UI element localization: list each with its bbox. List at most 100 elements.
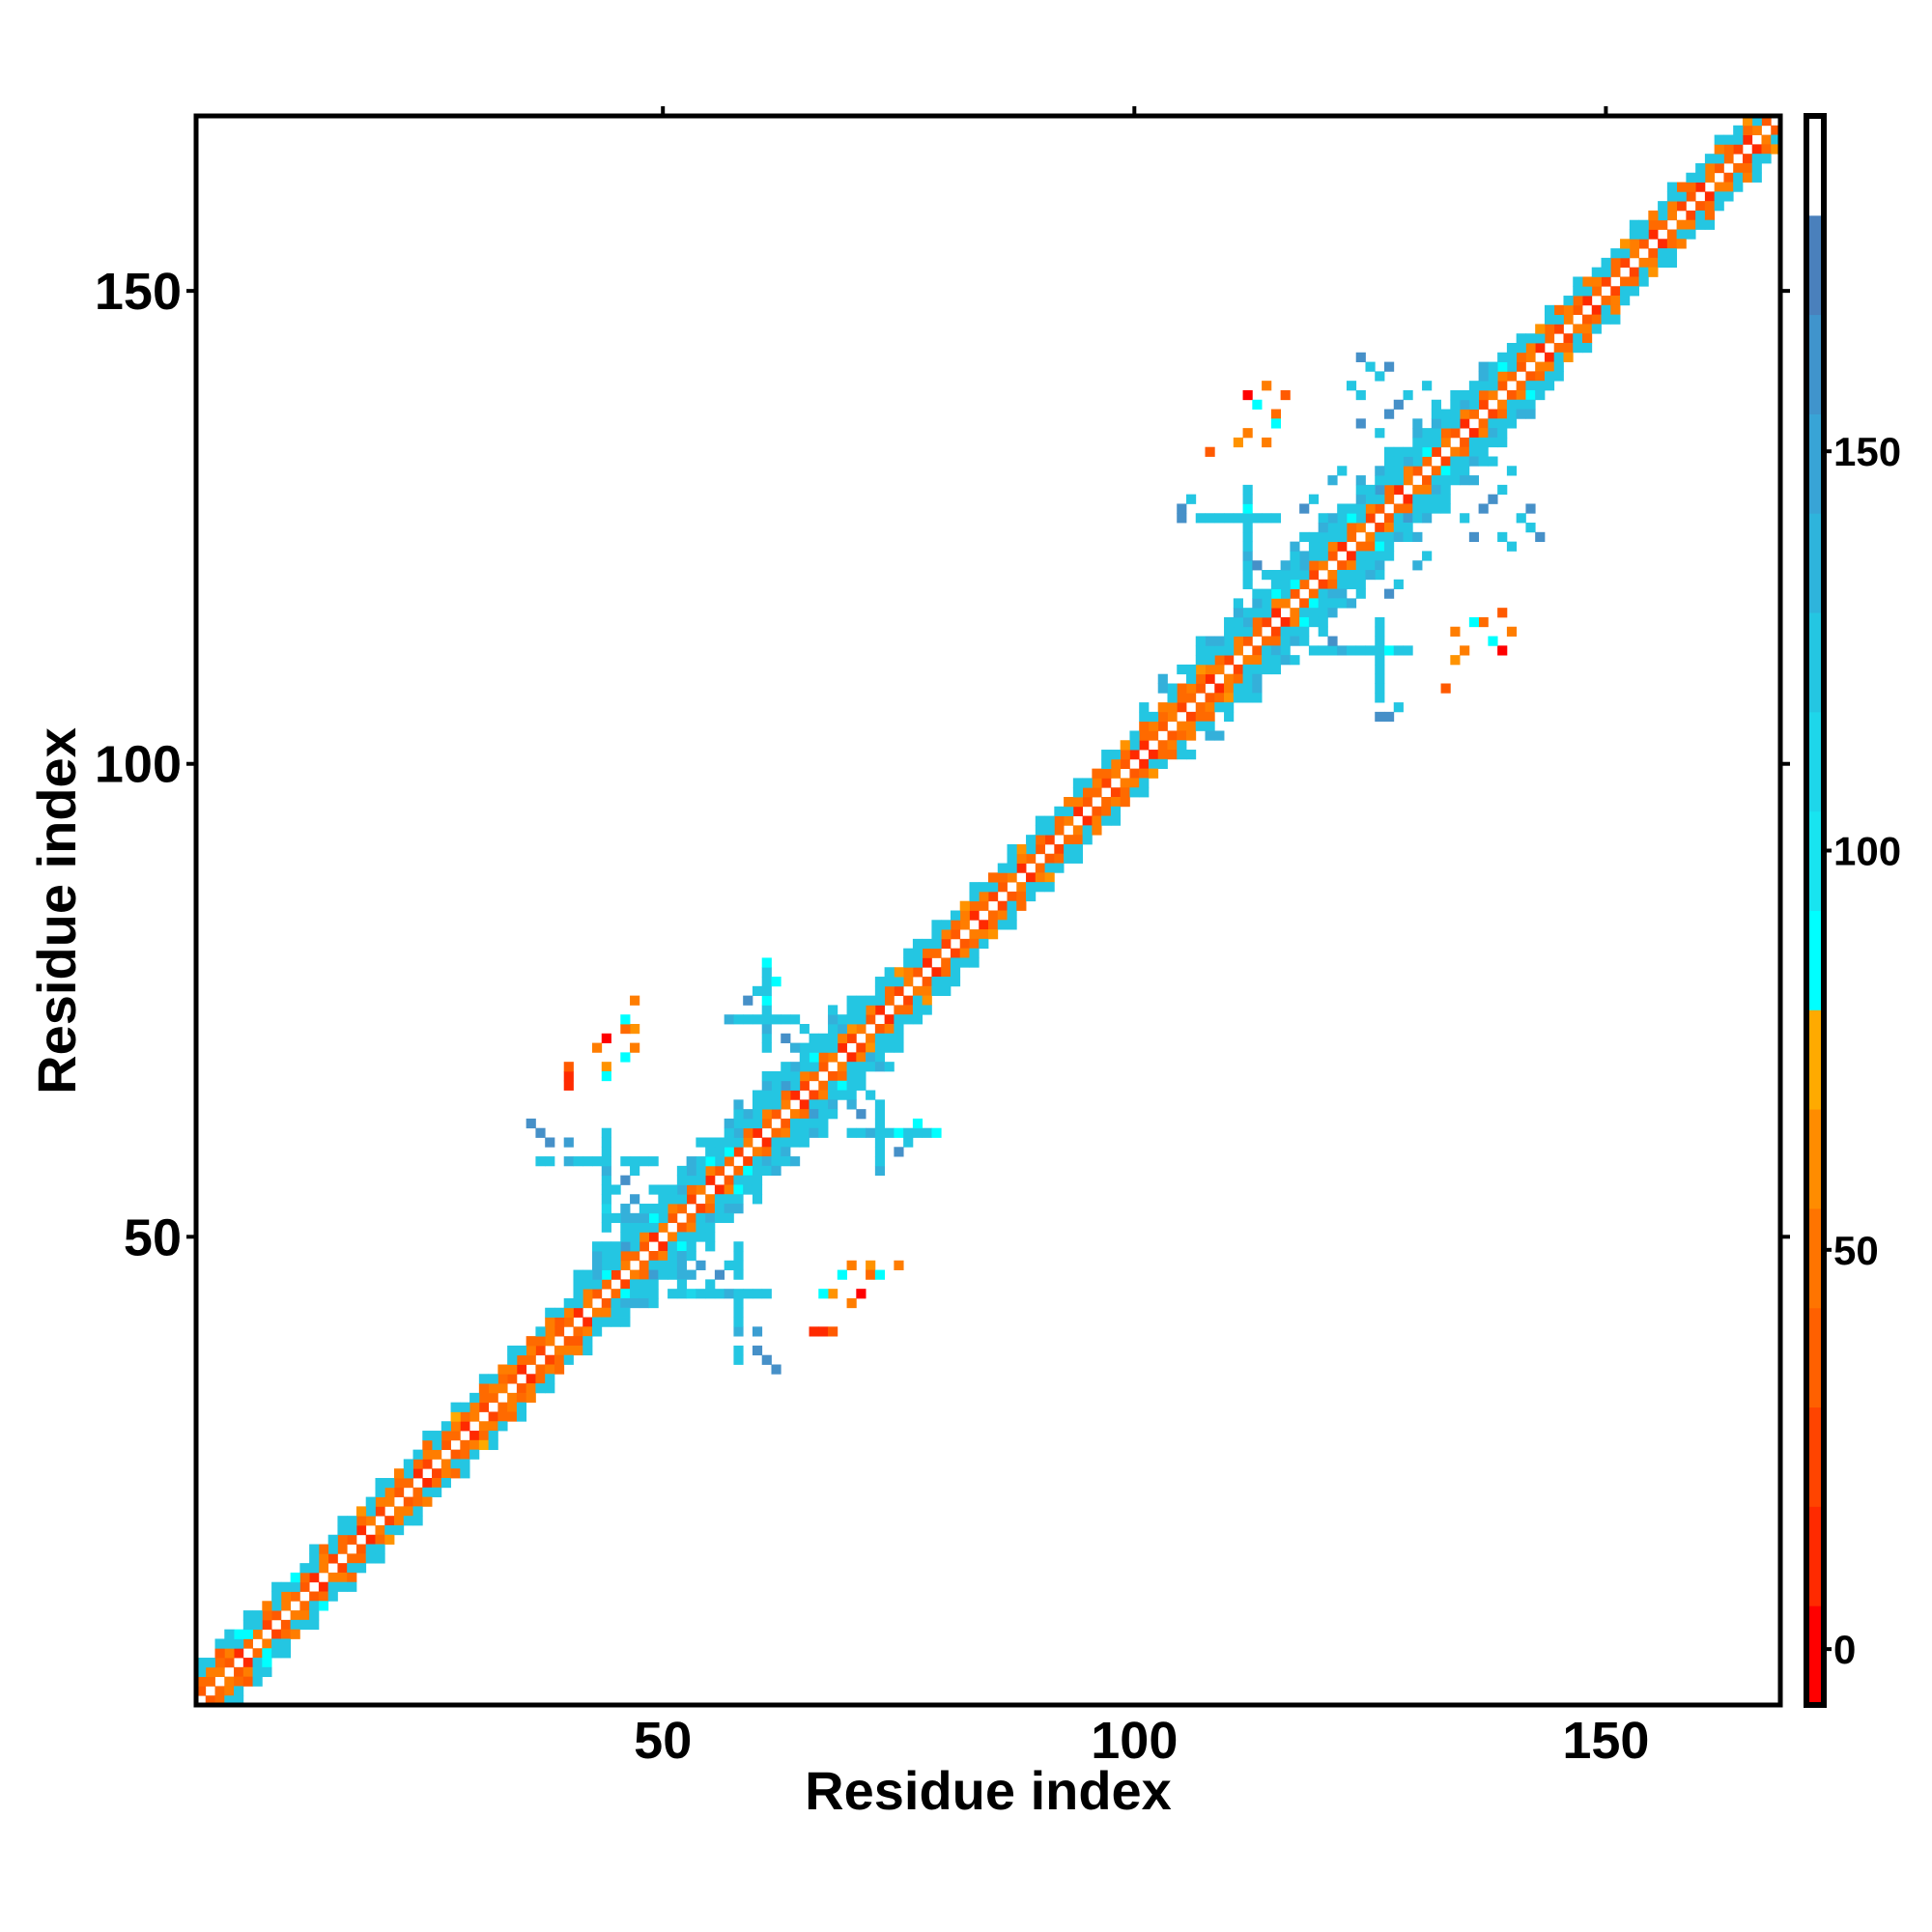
heatmap-cell <box>1157 683 1168 694</box>
heatmap-cell <box>460 1468 470 1479</box>
heatmap-cell <box>1460 456 1470 467</box>
heatmap-cell <box>318 1591 329 1602</box>
heatmap-cell <box>959 948 970 958</box>
heatmap-cell <box>771 1109 781 1120</box>
heatmap-cell <box>355 1506 367 1517</box>
colorbar-bin <box>1808 1208 1822 1309</box>
heatmap-cell <box>1450 418 1461 429</box>
heatmap-cell <box>1365 494 1376 504</box>
heatmap-cell <box>1101 815 1112 826</box>
heatmap-cell <box>714 1204 725 1214</box>
heatmap-cell <box>497 1402 508 1412</box>
heatmap-cell <box>1535 343 1546 354</box>
heatmap-cell <box>1497 428 1508 439</box>
heatmap-cell <box>469 1392 480 1404</box>
heatmap-cell <box>752 1127 763 1138</box>
heatmap-cell <box>299 1619 310 1631</box>
heatmap-cell <box>1375 664 1385 675</box>
heatmap-cell <box>1337 560 1348 571</box>
heatmap-cell <box>224 1638 235 1649</box>
heatmap-cell <box>318 1601 329 1611</box>
heatmap-cell <box>234 1676 244 1687</box>
colorbar-bin <box>1808 810 1822 911</box>
heatmap-cell <box>903 1014 914 1025</box>
heatmap-cell <box>950 929 961 940</box>
heatmap-cell <box>592 1251 603 1262</box>
heatmap-cell <box>639 1232 649 1242</box>
heatmap-cell <box>1704 172 1716 183</box>
heatmap-cell <box>1544 381 1555 391</box>
heatmap-cell <box>790 1062 801 1072</box>
heatmap-cell <box>1450 399 1461 410</box>
heatmap-cell <box>761 1070 772 1082</box>
heatmap-cell <box>761 1014 772 1025</box>
heatmap-cell <box>1488 361 1498 372</box>
heatmap-cell <box>1148 730 1159 741</box>
heatmap-cell <box>242 1676 253 1687</box>
heatmap-cell <box>1233 645 1243 656</box>
heatmap-cell <box>1224 702 1235 713</box>
heatmap-cell <box>1252 616 1263 628</box>
heatmap-cell <box>668 1194 678 1205</box>
heatmap-cell <box>714 1137 725 1148</box>
heatmap-cell <box>252 1610 263 1621</box>
heatmap-cell <box>1563 296 1574 306</box>
heatmap-cell <box>290 1581 300 1592</box>
heatmap-cell <box>874 1109 886 1120</box>
heatmap-cell <box>922 995 932 1006</box>
heatmap-cell <box>545 1354 555 1365</box>
heatmap-cell <box>1337 531 1348 543</box>
heatmap-cell <box>1157 750 1168 760</box>
heatmap-cell <box>1468 399 1480 410</box>
heatmap-cell <box>1101 797 1112 808</box>
heatmap-cell <box>752 1118 763 1129</box>
heatmap-cell <box>676 1184 688 1195</box>
heatmap-cell <box>1638 219 1649 230</box>
heatmap-cell <box>866 1052 876 1063</box>
heatmap-cell <box>752 985 763 997</box>
heatmap-cell <box>941 920 952 930</box>
heatmap-cell <box>969 948 980 958</box>
heatmap-cell <box>412 1468 423 1479</box>
heatmap-cell <box>271 1601 282 1611</box>
heatmap-cell <box>846 1033 857 1043</box>
heatmap-cell <box>563 1062 574 1072</box>
heatmap-cell <box>724 1184 734 1195</box>
heatmap-cell <box>1337 579 1348 589</box>
heatmap-cell <box>714 1165 725 1177</box>
heatmap-cell <box>809 1127 819 1138</box>
heatmap-cell <box>1488 636 1498 646</box>
heatmap-cell <box>1205 673 1215 684</box>
heatmap-cell <box>1026 872 1037 883</box>
heatmap-cell <box>705 1204 716 1214</box>
heatmap-cell <box>1431 418 1441 429</box>
heatmap-cell <box>912 938 923 950</box>
heatmap-cell <box>781 1014 791 1025</box>
heatmap-cell <box>620 1175 631 1185</box>
heatmap-cell <box>573 1289 583 1299</box>
heatmap-cell <box>1270 655 1282 666</box>
heatmap-cell <box>1497 361 1508 372</box>
heatmap-cell <box>347 1581 357 1592</box>
heatmap-cell <box>611 1184 621 1195</box>
heatmap-cell <box>1177 693 1187 703</box>
heatmap-cell <box>1337 466 1348 476</box>
heatmap-cell <box>1771 144 1781 155</box>
heatmap-cell <box>1110 750 1122 760</box>
heatmap-cell <box>1355 503 1366 514</box>
heatmap-cell <box>563 1307 574 1318</box>
heatmap-cell <box>733 1175 744 1185</box>
heatmap-cell <box>630 1024 640 1035</box>
heatmap-cell <box>1393 456 1404 467</box>
heatmap-cell <box>1242 570 1253 581</box>
heatmap-cell <box>1497 437 1508 448</box>
heatmap-cell <box>1262 616 1272 628</box>
heatmap-cell <box>1468 616 1480 628</box>
heatmap-cell <box>337 1524 348 1536</box>
heatmap-cell <box>620 1260 631 1270</box>
heatmap-cell <box>903 1005 914 1015</box>
heatmap-cell <box>648 1156 659 1167</box>
heatmap-cell <box>1205 645 1215 656</box>
heatmap-cell <box>1714 134 1724 145</box>
heatmap-cell <box>1431 399 1441 410</box>
